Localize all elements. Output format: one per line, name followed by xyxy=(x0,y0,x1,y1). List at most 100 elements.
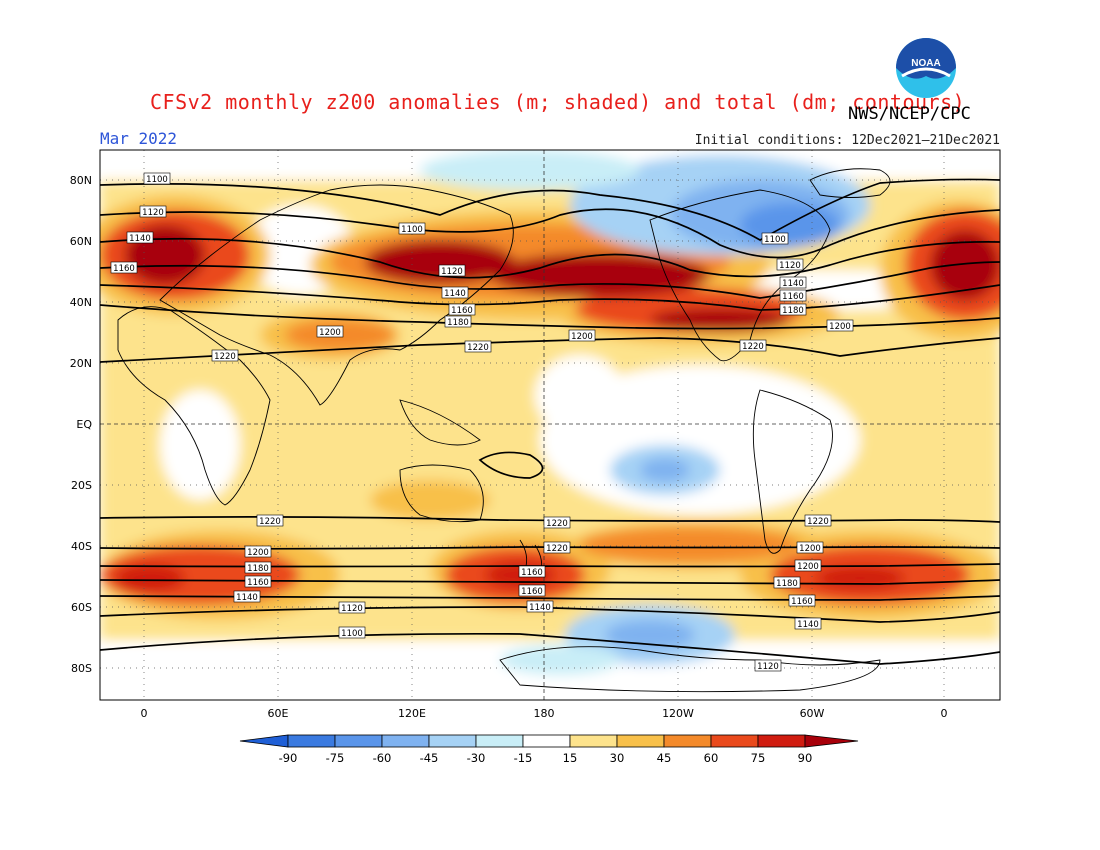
lat-label-80n: 80N xyxy=(70,174,92,187)
contour-label: 1100 xyxy=(398,222,426,235)
colorbar-label: -45 xyxy=(420,751,439,765)
contour-label: 1140 xyxy=(233,590,261,603)
lat-label-20s: 20S xyxy=(71,479,92,492)
contour-1140-nh xyxy=(100,237,1000,279)
contour-label-text: 1220 xyxy=(259,517,281,527)
contour-label-text: 1200 xyxy=(799,544,821,554)
contour-label-text: 1120 xyxy=(757,662,779,672)
graticule xyxy=(100,150,1000,700)
contour-label-text: 1160 xyxy=(791,597,813,607)
contour-label-text: 1140 xyxy=(797,620,819,630)
contour-label: 1200 xyxy=(826,319,854,332)
contour-label: 1140 xyxy=(126,231,154,244)
contour-label-text: 1140 xyxy=(529,603,551,613)
colorbar-label: 90 xyxy=(798,751,813,765)
contour-label-text: 1200 xyxy=(319,328,341,338)
colorbar-label: -75 xyxy=(326,751,345,765)
contour-label-text: 1140 xyxy=(236,593,258,603)
contour-label-text: 1140 xyxy=(444,289,466,299)
contour-label: 1140 xyxy=(794,617,822,630)
africa-coastline xyxy=(117,306,271,506)
contour-label: 1160 xyxy=(518,565,546,578)
contour-label: 1200 xyxy=(316,325,344,338)
contour-label: 1160 xyxy=(518,584,546,597)
lon-label-60w: 60W xyxy=(800,707,825,720)
contour-label-text: 1140 xyxy=(782,279,804,289)
contour-label: 1140 xyxy=(441,286,469,299)
contour-label: 1100 xyxy=(761,232,789,245)
contour-1120-nh xyxy=(100,208,1000,259)
lat-label-60n: 60N xyxy=(70,235,92,248)
lon-label-60e: 60E xyxy=(268,707,289,720)
antarctica-coastline xyxy=(499,646,881,693)
contour-label: 1180 xyxy=(773,576,801,589)
coastlines xyxy=(117,168,891,693)
agency-label: NWS/NCEP/CPC xyxy=(848,104,971,124)
colorbar-high-arrow xyxy=(804,734,859,748)
colorbar: -90 -75 -60 -45 -30 -15 15 30 45 60 75 9… xyxy=(239,734,859,765)
noaa-logo: NOAA xyxy=(896,38,956,98)
colorbar-label: -60 xyxy=(373,751,392,765)
colorbar-swatch xyxy=(334,734,383,748)
colorbar-label: 60 xyxy=(704,751,719,765)
contour-1120-sh xyxy=(100,606,1000,623)
lat-label-80s: 80S xyxy=(71,662,92,675)
contour-label-text: 1120 xyxy=(142,208,164,218)
colorbar-swatch xyxy=(616,734,665,748)
forecast-month: Mar 2022 xyxy=(100,129,178,148)
colorbar-swatch xyxy=(663,734,712,748)
colorbar-label: -30 xyxy=(467,751,486,765)
contour-label: 1160 xyxy=(779,289,807,302)
contour-1100-sh xyxy=(100,632,1000,665)
contour-label-text: 1180 xyxy=(447,318,469,328)
contour-1100-nh xyxy=(100,178,1000,241)
longitude-labels: 0 60E 120E 180 120W 60W 0 xyxy=(141,707,948,720)
contour-label-text: 1220 xyxy=(742,342,764,352)
contour-label: 1120 xyxy=(139,205,167,218)
contour-1180-nh xyxy=(100,284,1000,311)
map-title: CFSv2 monthly z200 anomalies (m; shaded)… xyxy=(150,90,966,114)
contour-label: 1160 xyxy=(110,261,138,274)
contour-label-text: 1160 xyxy=(247,578,269,588)
colorbar-swatch xyxy=(522,734,571,748)
contour-label: 1120 xyxy=(438,264,466,277)
indonesia-coastline xyxy=(399,399,481,446)
contour-label-text: 1120 xyxy=(779,261,801,271)
height-contours xyxy=(100,178,1000,665)
contour-label: 1220 xyxy=(464,340,492,353)
eurasia-coastline xyxy=(159,184,514,406)
contour-label: 1100 xyxy=(143,172,171,185)
contour-label-text: 1200 xyxy=(571,332,593,342)
contour-label-text: 1220 xyxy=(467,343,489,353)
contour-label: 1200 xyxy=(796,541,824,554)
contour-label-text: 1200 xyxy=(797,562,819,572)
contour-label-text: 1120 xyxy=(341,604,363,614)
contour-label-text: 1220 xyxy=(807,517,829,527)
colorbar-swatch xyxy=(757,734,806,748)
initial-conditions: Initial conditions: 12Dec2021–21Dec2021 xyxy=(694,133,1000,148)
contour-label: 1140 xyxy=(526,600,554,613)
anomaly-shading xyxy=(100,150,1000,700)
south-america-coastline xyxy=(752,389,833,554)
lat-label-40n: 40N xyxy=(70,296,92,309)
colorbar-swatch xyxy=(710,734,759,748)
colorbar-swatch xyxy=(569,734,618,748)
contour-label-text: 1140 xyxy=(129,234,151,244)
colorbar-label: 45 xyxy=(657,751,672,765)
colorbar-swatch xyxy=(475,734,524,748)
contour-label-text: 1100 xyxy=(341,629,363,639)
lon-label-180: 180 xyxy=(534,707,555,720)
contour-1240-closed xyxy=(478,451,544,479)
contour-label-text: 1200 xyxy=(247,548,269,558)
contour-label-text: 1120 xyxy=(441,267,463,277)
contour-label: 1140 xyxy=(779,276,807,289)
contour-label: 1120 xyxy=(776,258,804,271)
colorbar-swatch xyxy=(381,734,430,748)
contour-label: 1160 xyxy=(448,303,476,316)
contour-label-text: 1160 xyxy=(782,292,804,302)
contour-label: 1200 xyxy=(568,329,596,342)
lat-label-40s: 40S xyxy=(71,540,92,553)
contour-label: 1220 xyxy=(543,541,571,554)
contour-label: 1220 xyxy=(543,516,571,529)
